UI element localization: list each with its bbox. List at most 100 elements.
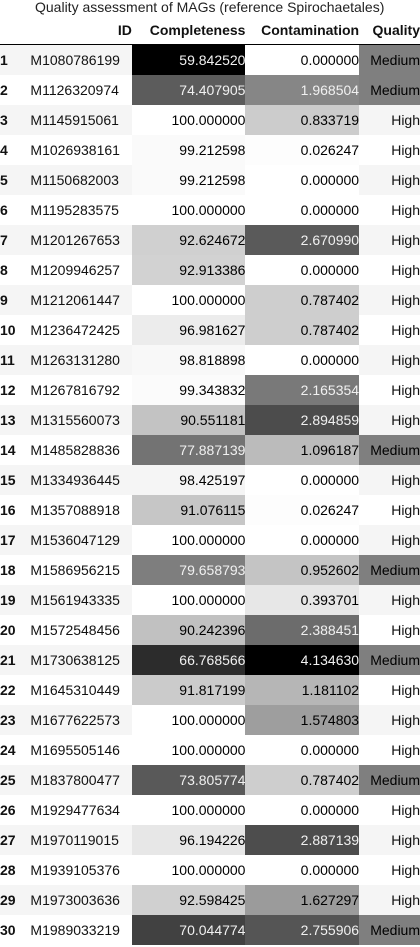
table-row: 20 M1572548456 90.242396 2.388451 High: [0, 615, 420, 645]
contamination-cell: 0.000000: [245, 855, 360, 885]
contamination-cell: 1.574803: [245, 705, 360, 735]
quality-cell: High: [391, 202, 420, 218]
quality-cell: High: [391, 622, 420, 638]
mag-id-cell: M1970119015: [30, 832, 119, 848]
contamination-cell: 0.026247: [245, 135, 360, 165]
mag-id-cell: M1236472425: [30, 322, 120, 338]
contamination-cell: 2.165354: [245, 375, 360, 405]
row-index: 21: [0, 652, 16, 668]
mag-id-cell: M1080786199: [30, 52, 120, 68]
table-header: ID Completeness Contamination Quality: [0, 16, 420, 45]
completeness-cell: 79.658793: [131, 555, 246, 585]
mag-id-cell: M1315560073: [30, 412, 120, 428]
quality-cell: Medium: [359, 435, 420, 465]
quality-cell: High: [391, 502, 420, 518]
contamination-cell: 0.000000: [245, 465, 360, 495]
mag-id-cell: M1973003636: [30, 892, 120, 908]
mag-id-cell: M1195283575: [30, 202, 119, 218]
contamination-cell: 2.887139: [245, 825, 360, 855]
mag-id-cell: M1126320974: [30, 82, 119, 98]
completeness-cell: 96.981627: [131, 315, 246, 345]
completeness-cell: 99.343832: [131, 375, 246, 405]
mag-id-cell: M1267816792: [30, 382, 120, 398]
table-row: 8 M1209946257 92.913386 0.000000 High: [0, 255, 420, 285]
quality-cell: Medium: [359, 915, 420, 945]
table-row: 1 M1080786199 59.842520 0.000000 Medium: [0, 44, 420, 75]
table-row: 23 M1677622573 100.000000 1.574803 High: [0, 705, 420, 735]
table-caption: Quality assessment of MAGs (reference Sp…: [35, 0, 385, 15]
table-row: 7 M1201267653 92.624672 2.670990 High: [0, 225, 420, 255]
mag-id-cell: M1989033219: [30, 922, 120, 938]
header-id: ID: [30, 16, 132, 45]
row-index: 1: [0, 52, 8, 68]
completeness-cell: 73.805774: [131, 765, 246, 795]
quality-cell: High: [391, 802, 420, 818]
completeness-cell: 98.818898: [131, 345, 246, 375]
row-index: 5: [0, 172, 8, 188]
row-index: 30: [0, 922, 16, 938]
table-row: 6 M1195283575 100.000000 0.000000 High: [0, 195, 420, 225]
table-row: 25 M1837800477 73.805774 0.787402 Medium: [0, 765, 420, 795]
quality-cell: Medium: [359, 765, 420, 795]
quality-cell: High: [391, 592, 420, 608]
table-row: 11 M1263131280 98.818898 0.000000 High: [0, 345, 420, 375]
mag-id-cell: M1929477634: [30, 802, 120, 818]
mag-id-cell: M1212061447: [30, 292, 120, 308]
table-row: 26 M1929477634 100.000000 0.000000 High: [0, 795, 420, 825]
completeness-cell: 100.000000: [131, 795, 246, 825]
table-row: 30 M1989033219 70.044774 2.755906 Medium: [0, 915, 420, 945]
quality-cell: High: [391, 892, 420, 908]
completeness-cell: 99.212598: [131, 135, 246, 165]
contamination-cell: 0.000000: [245, 735, 360, 765]
table-row: 12 M1267816792 99.343832 2.165354 High: [0, 375, 420, 405]
table-row: 22 M1645310449 91.817199 1.181102 High: [0, 675, 420, 705]
contamination-cell: 0.000000: [245, 255, 360, 285]
contamination-cell: 0.952602: [245, 555, 360, 585]
row-index: 11: [0, 352, 15, 368]
completeness-cell: 100.000000: [131, 855, 246, 885]
row-index: 25: [0, 772, 16, 788]
quality-cell: High: [391, 142, 420, 158]
row-index: 19: [0, 592, 16, 608]
table-row: 9 M1212061447 100.000000 0.787402 High: [0, 285, 420, 315]
completeness-cell: 91.076115: [131, 495, 246, 525]
mag-quality-table: ID Completeness Contamination Quality 1 M…: [0, 16, 420, 945]
row-index: 3: [0, 112, 8, 128]
completeness-cell: 92.598425: [131, 885, 246, 915]
contamination-cell: 1.968504: [245, 75, 360, 105]
completeness-cell: 100.000000: [131, 105, 246, 135]
row-index: 13: [0, 412, 16, 428]
completeness-cell: 91.817199: [131, 675, 246, 705]
completeness-cell: 100.000000: [131, 525, 246, 555]
quality-cell: High: [391, 232, 420, 248]
table-row: 18 M1586956215 79.658793 0.952602 Medium: [0, 555, 420, 585]
row-index: 8: [0, 262, 8, 278]
mag-id-cell: M1263131280: [30, 352, 120, 368]
contamination-cell: 0.000000: [245, 44, 360, 75]
row-index: 23: [0, 712, 16, 728]
row-index: 29: [0, 892, 16, 908]
row-index: 17: [0, 532, 16, 548]
completeness-cell: 100.000000: [131, 285, 246, 315]
contamination-cell: 1.627297: [245, 885, 360, 915]
contamination-cell: 0.026247: [245, 495, 360, 525]
table-row: 29 M1973003636 92.598425 1.627297 High: [0, 885, 420, 915]
mag-id-cell: M1837800477: [30, 772, 120, 788]
row-index: 18: [0, 562, 16, 578]
header-row: ID Completeness Contamination Quality: [0, 16, 420, 45]
row-index: 22: [0, 682, 16, 698]
table-row: 4 M1026938161 99.212598 0.026247 High: [0, 135, 420, 165]
contamination-cell: 0.000000: [245, 795, 360, 825]
mag-id-cell: M1695505146: [30, 742, 120, 758]
row-index: 27: [0, 832, 16, 848]
row-index: 14: [0, 442, 16, 458]
contamination-cell: 1.181102: [245, 675, 360, 705]
contamination-cell: 2.388451: [245, 615, 360, 645]
quality-cell: Medium: [359, 555, 420, 585]
completeness-cell: 100.000000: [131, 735, 246, 765]
row-index: 7: [0, 232, 8, 248]
contamination-cell: 4.134630: [245, 645, 360, 675]
quality-cell: High: [391, 112, 420, 128]
contamination-cell: 1.096187: [245, 435, 360, 465]
contamination-cell: 0.000000: [245, 165, 360, 195]
